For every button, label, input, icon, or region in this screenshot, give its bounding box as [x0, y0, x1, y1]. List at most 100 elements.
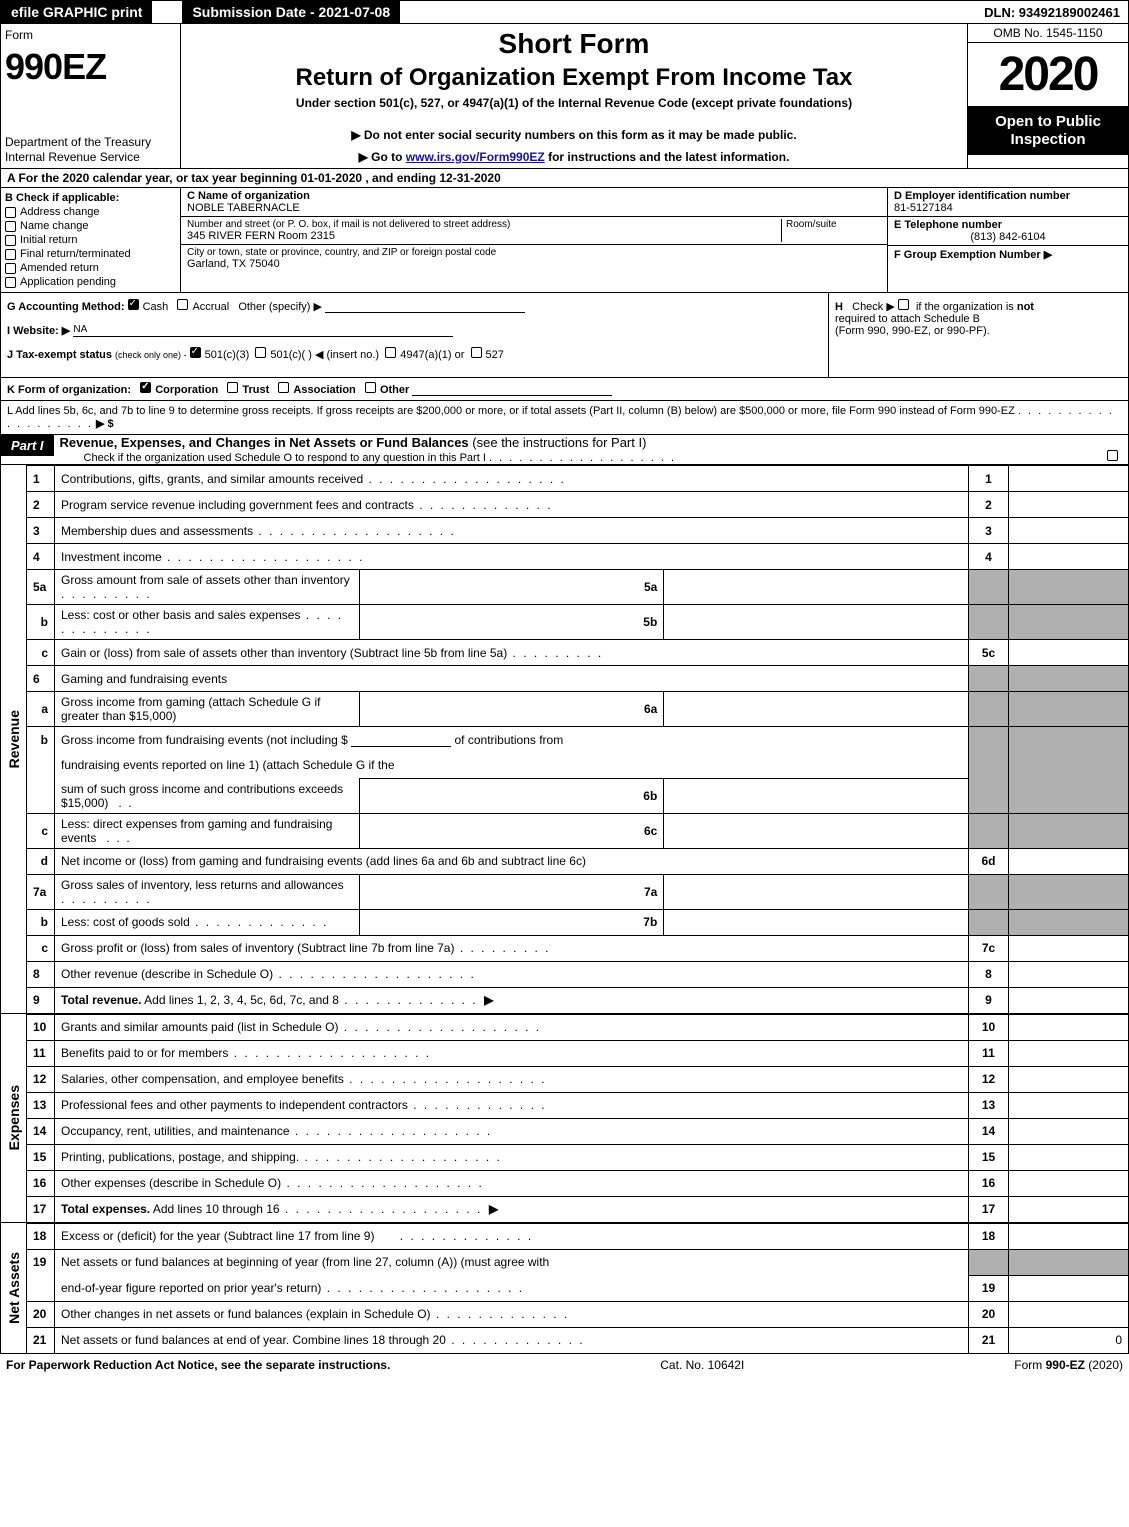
line-num: 20	[27, 1301, 55, 1327]
checkbox-initial-return[interactable]: Initial return	[5, 234, 176, 246]
goto-suffix: for instructions and the latest informat…	[548, 150, 789, 164]
shaded	[1009, 813, 1129, 848]
shaded	[969, 727, 1009, 753]
j-4947-checkbox[interactable]	[385, 347, 396, 358]
b-heading: B Check if applicable:	[5, 192, 119, 204]
line-desc: Other revenue (describe in Schedule O)	[55, 961, 969, 987]
checkbox-address-change[interactable]: Address change	[5, 206, 176, 218]
b-letter: B	[5, 192, 13, 204]
g-other-label: Other (specify) ▶	[238, 301, 322, 313]
k-assoc-checkbox[interactable]	[278, 382, 289, 393]
net-assets-section: Net Assets 18 Excess or (deficit) for th…	[0, 1223, 1129, 1354]
j-501c3-checkbox[interactable]	[190, 347, 201, 358]
net-assets-side-label: Net Assets	[0, 1223, 26, 1354]
part1-check-note: Check if the organization used Schedule …	[54, 452, 677, 464]
shaded	[969, 605, 1009, 640]
line-2: 2 Program service revenue including gove…	[27, 492, 1129, 518]
line-desc: Benefits paid to or for members	[55, 1040, 969, 1066]
line-numcol: 6d	[969, 848, 1009, 874]
open-to-public: Open to Public Inspection	[968, 107, 1128, 155]
line-19-2: end-of-year figure reported on prior yea…	[27, 1275, 1129, 1301]
checkbox-icon	[5, 277, 16, 288]
l4-text: Investment income	[61, 550, 162, 564]
c-name-value: NOBLE TABERNACLE	[187, 202, 881, 214]
line-numcol: 12	[969, 1066, 1009, 1092]
line-valcol	[1009, 1170, 1129, 1196]
h-checkbox[interactable]	[898, 299, 909, 310]
dots	[280, 1202, 483, 1216]
net-assets-table: 18 Excess or (deficit) for the year (Sub…	[26, 1223, 1129, 1354]
line-desc: Occupancy, rent, utilities, and maintena…	[55, 1118, 969, 1144]
sub-val	[664, 605, 969, 640]
dots	[61, 892, 152, 906]
line-desc: Other changes in net assets or fund bala…	[55, 1301, 969, 1327]
e-tel-row: E Telephone number (813) 842-6104	[888, 217, 1128, 246]
line-numcol: 7c	[969, 935, 1009, 961]
line-num: 11	[27, 1040, 55, 1066]
line-num: 5a	[27, 570, 55, 605]
sub-val	[664, 779, 969, 814]
line-6a: a Gross income from gaming (attach Sched…	[27, 692, 1129, 727]
revenue-label-text: Revenue	[6, 710, 22, 768]
line-valcol	[1009, 1092, 1129, 1118]
expenses-side-label: Expenses	[0, 1014, 26, 1223]
line-num: 4	[27, 544, 55, 570]
line-19-1: 19 Net assets or fund balances at beginn…	[27, 1249, 1129, 1275]
l7b-text: Less: cost of goods sold	[61, 915, 190, 929]
dots	[507, 646, 603, 660]
g-accrual-checkbox[interactable]	[177, 299, 188, 310]
tax-year: 2020	[968, 43, 1128, 107]
efile-graphic-print[interactable]: efile GRAPHIC print	[1, 1, 152, 23]
line-l-row: L Add lines 5b, 6c, and 7b to line 9 to …	[0, 401, 1129, 435]
submission-date-box: Submission Date - 2021-07-08	[182, 1, 400, 23]
k-corp-checkbox[interactable]	[140, 382, 151, 393]
g-cash-label: Cash	[143, 301, 169, 313]
checkbox-amended-return[interactable]: Amended return	[5, 262, 176, 274]
line-desc: Program service revenue including govern…	[55, 492, 969, 518]
l10-text: Grants and similar amounts paid (list in…	[61, 1020, 338, 1034]
sub-label: 5a	[359, 570, 664, 605]
line-desc: end-of-year figure reported on prior yea…	[55, 1275, 969, 1301]
line-13: 13 Professional fees and other payments …	[27, 1092, 1129, 1118]
line-desc: Salaries, other compensation, and employ…	[55, 1066, 969, 1092]
k-trust-label: Trust	[242, 384, 269, 396]
line-numcol: 13	[969, 1092, 1009, 1118]
form-header: Form 990EZ Department of the Treasury In…	[0, 24, 1129, 169]
cb-label: Final return/terminated	[20, 248, 131, 260]
e-tel-value: (813) 842-6104	[894, 231, 1122, 243]
checkbox-final-return[interactable]: Final return/terminated	[5, 248, 176, 260]
k-other-checkbox[interactable]	[365, 382, 376, 393]
header-center-col: Short Form Return of Organization Exempt…	[181, 24, 968, 168]
shaded	[969, 570, 1009, 605]
shaded	[1009, 1249, 1129, 1275]
checkbox-name-change[interactable]: Name change	[5, 220, 176, 232]
title-goto: ▶ Go to www.irs.gov/Form990EZ for instru…	[191, 150, 957, 164]
j-501c3-label: 501(c)(3)	[205, 349, 250, 361]
line-num: 9	[27, 987, 55, 1013]
goto-link[interactable]: www.irs.gov/Form990EZ	[406, 150, 545, 164]
d-ein-value: 81-5127184	[894, 202, 1122, 214]
dots	[339, 993, 478, 1007]
meta-right-h: H Check ▶ if the organization is not req…	[828, 293, 1128, 377]
j-527-checkbox[interactable]	[471, 347, 482, 358]
line-18: 18 Excess or (deficit) for the year (Sub…	[27, 1223, 1129, 1249]
c-name-row: C Name of organization NOBLE TABERNACLE	[181, 188, 887, 217]
checkbox-application-pending[interactable]: Application pending	[5, 276, 176, 288]
k-other-input[interactable]	[412, 382, 612, 396]
dots	[61, 587, 152, 601]
part1-schedule-o-checkbox[interactable]	[1107, 450, 1118, 461]
g-other-input[interactable]	[325, 299, 525, 313]
meta-block: G Accounting Method: Cash Accrual Other …	[0, 293, 1129, 378]
l6b3-text: sum of such gross income and contributio…	[61, 782, 343, 810]
shaded	[1009, 779, 1129, 814]
line-num	[27, 1275, 55, 1301]
line-15: 15 Printing, publications, postage, and …	[27, 1144, 1129, 1170]
line-desc: Less: cost or other basis and sales expe…	[55, 605, 360, 640]
j-501c-checkbox[interactable]	[255, 347, 266, 358]
g-cash-checkbox[interactable]	[128, 299, 139, 310]
k-trust-checkbox[interactable]	[227, 382, 238, 393]
l-arrow: ▶ $	[96, 418, 114, 430]
dots	[394, 1229, 533, 1243]
dots	[414, 498, 553, 512]
dots	[190, 915, 329, 929]
